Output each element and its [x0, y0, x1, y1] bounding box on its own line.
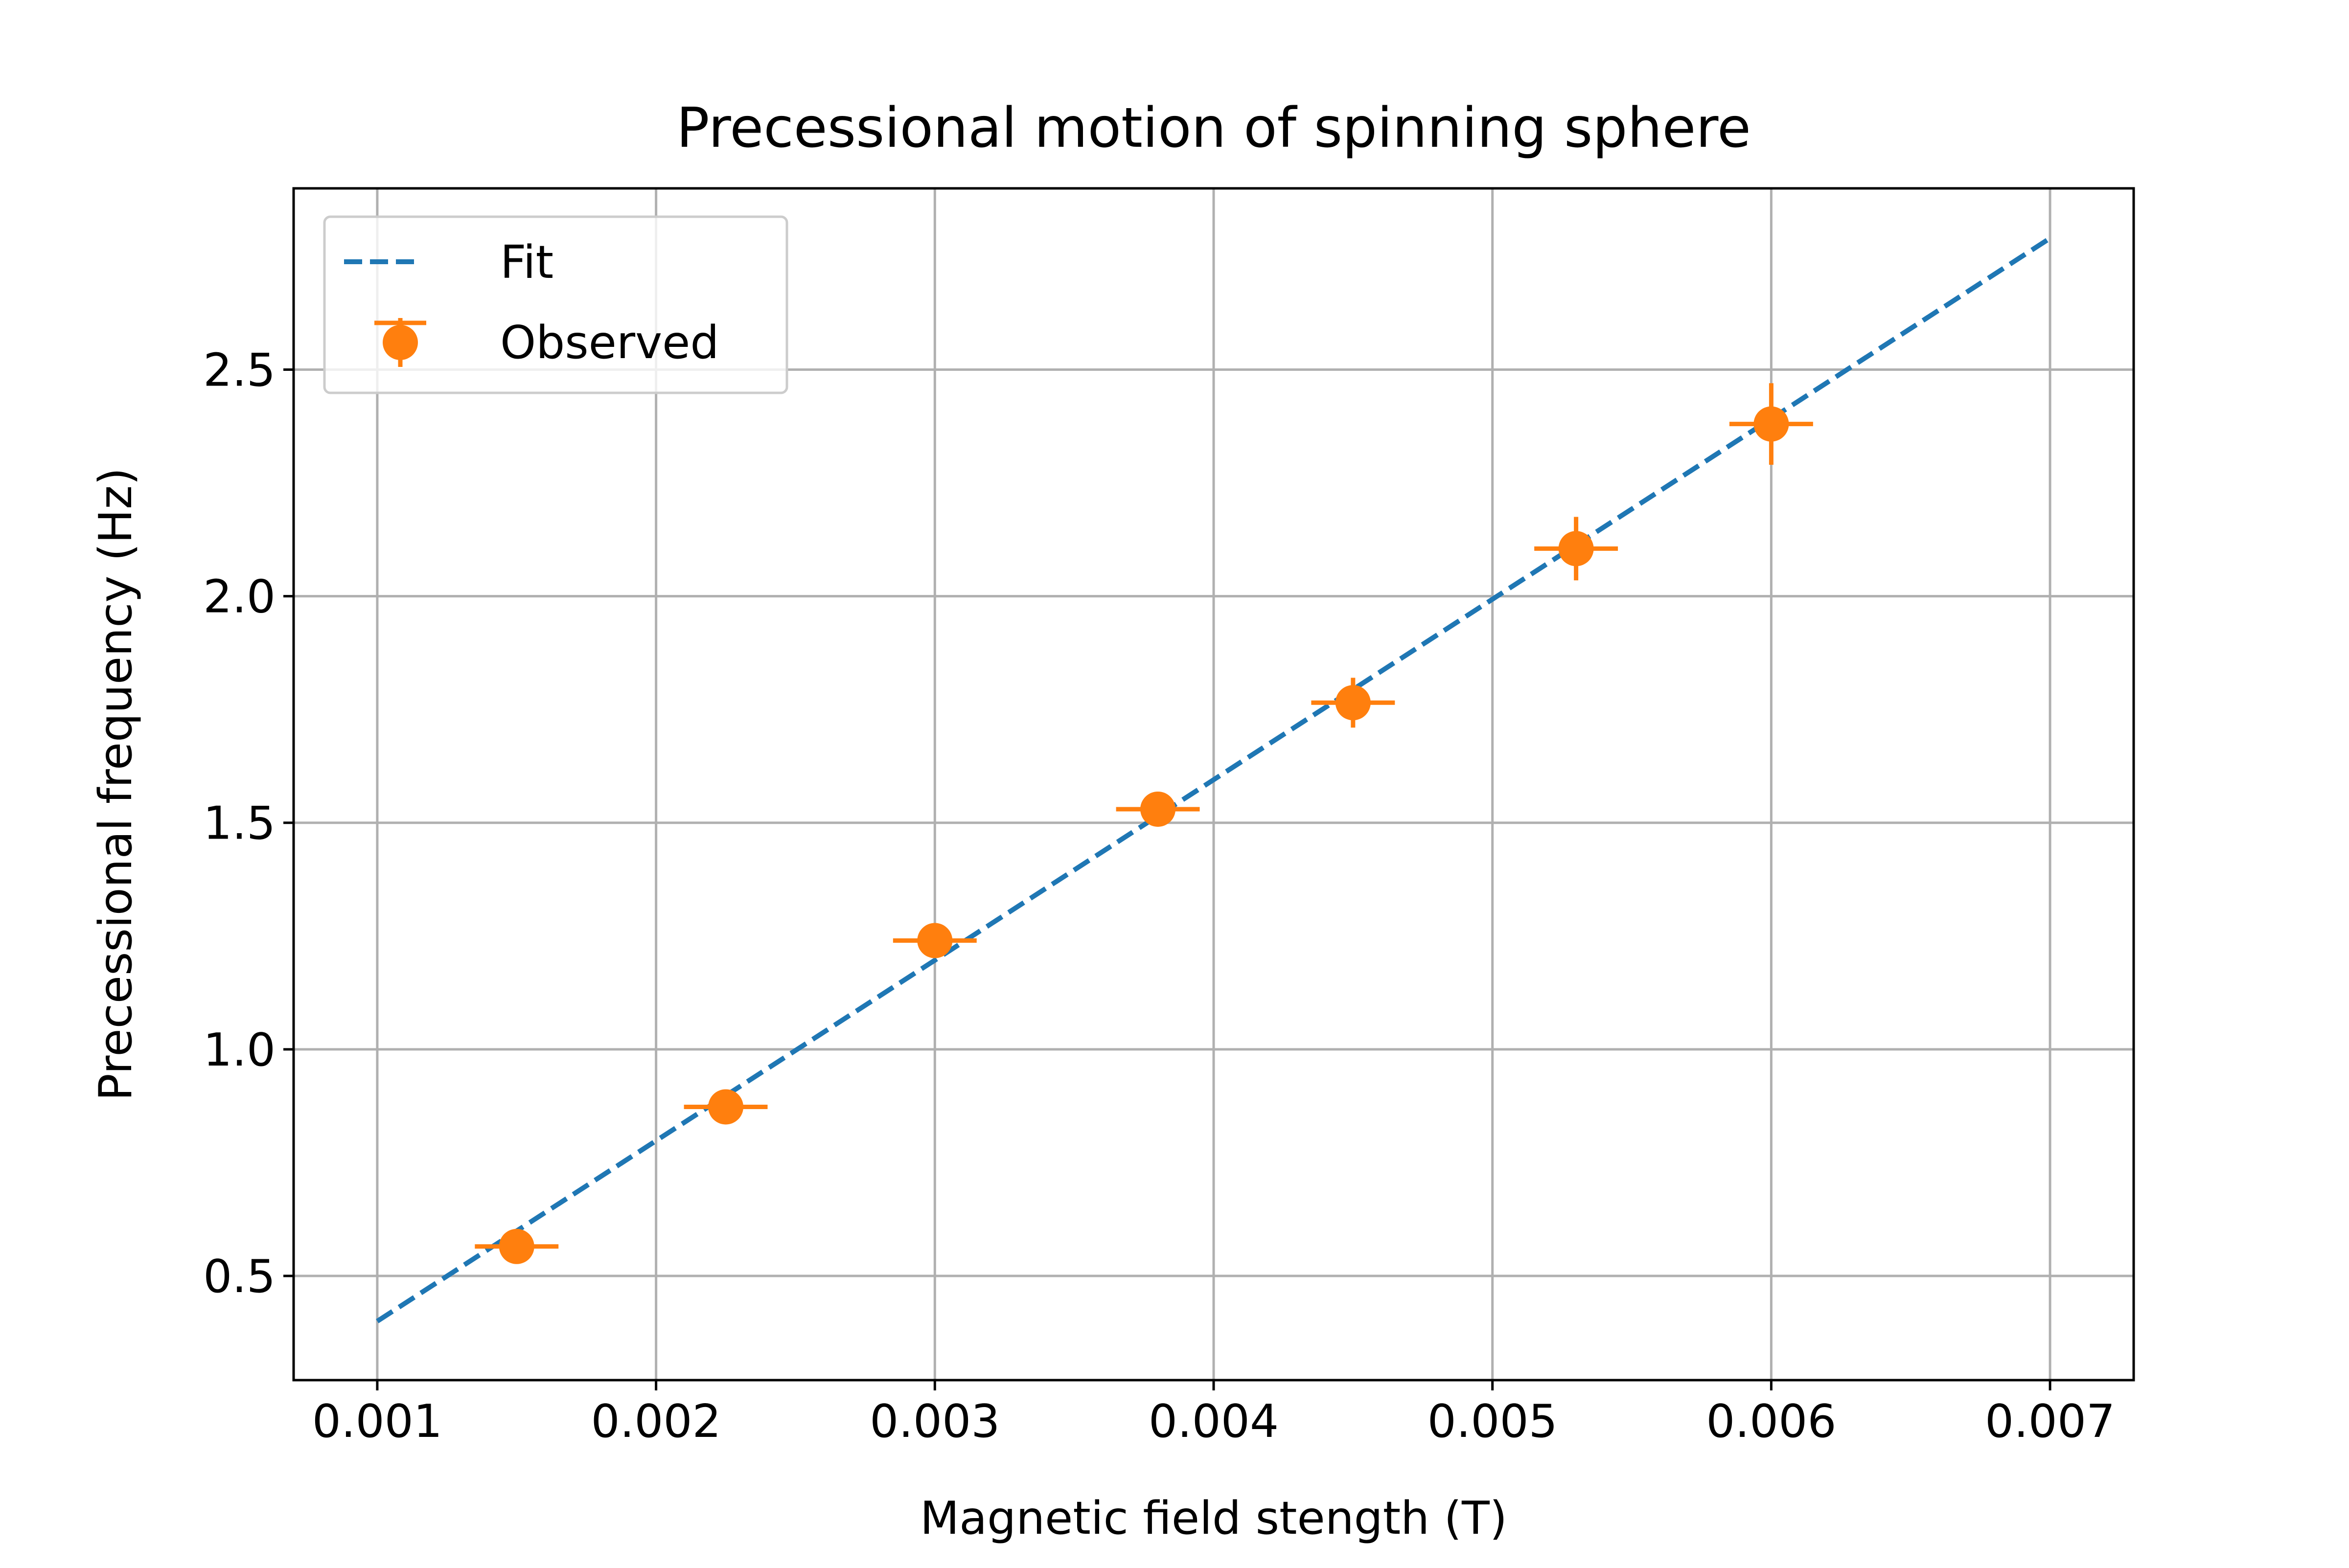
legend-fit-label: Fit: [500, 236, 553, 289]
chart-title: Precessional motion of spinning sphere: [676, 96, 1751, 160]
legend-box: [323, 215, 788, 394]
y-tick-label: 2.5: [203, 343, 276, 396]
y-tick-label: 0.5: [203, 1250, 276, 1303]
observed-point-group: [1729, 383, 1813, 465]
plot-series: [376, 236, 2051, 1323]
x-tick-label: 0.005: [1428, 1395, 1558, 1448]
observed-point: [1753, 406, 1789, 442]
observed-point-group: [893, 923, 977, 958]
x-tick-label: 0.001: [312, 1395, 442, 1448]
observed-point-group: [684, 1089, 768, 1125]
observed-point: [499, 1228, 534, 1264]
x-tick-label: 0.004: [1149, 1395, 1279, 1448]
observed-point-group: [1534, 517, 1618, 581]
y-axis-label: Precessional frequency (Hz): [89, 468, 142, 1101]
observed-point: [708, 1089, 744, 1125]
legend-observed-swatch: [374, 318, 426, 367]
observed-point: [917, 923, 953, 958]
observed-point-group: [1116, 791, 1200, 827]
observed-point: [1335, 685, 1371, 721]
x-tick-label: 0.007: [1985, 1395, 2115, 1448]
axis-ticks: 0.001 0.002 0.003 0.004 0.005 0.006 0.007 0.5 1.…: [203, 343, 2115, 1448]
x-tick-label: 0.003: [870, 1395, 1000, 1448]
y-tick-label: 1.5: [203, 797, 276, 850]
observed-point: [1558, 531, 1594, 567]
legend-observed-label: Observed: [500, 316, 719, 369]
x-tick-label: 0.006: [1706, 1395, 1836, 1448]
grid: [294, 188, 2134, 1380]
observed-point-group: [475, 1228, 559, 1264]
x-axis-label: Magnetic field stength (T): [920, 1492, 1507, 1545]
x-tick-label: 0.002: [591, 1395, 721, 1448]
legend: Fit Observed: [323, 215, 788, 394]
observed-point-group: [1311, 678, 1395, 728]
legend-observed-marker: [383, 325, 418, 360]
y-tick-label: 1.0: [203, 1023, 276, 1076]
y-tick-label: 2.0: [203, 570, 276, 623]
observed-point: [1140, 791, 1176, 827]
